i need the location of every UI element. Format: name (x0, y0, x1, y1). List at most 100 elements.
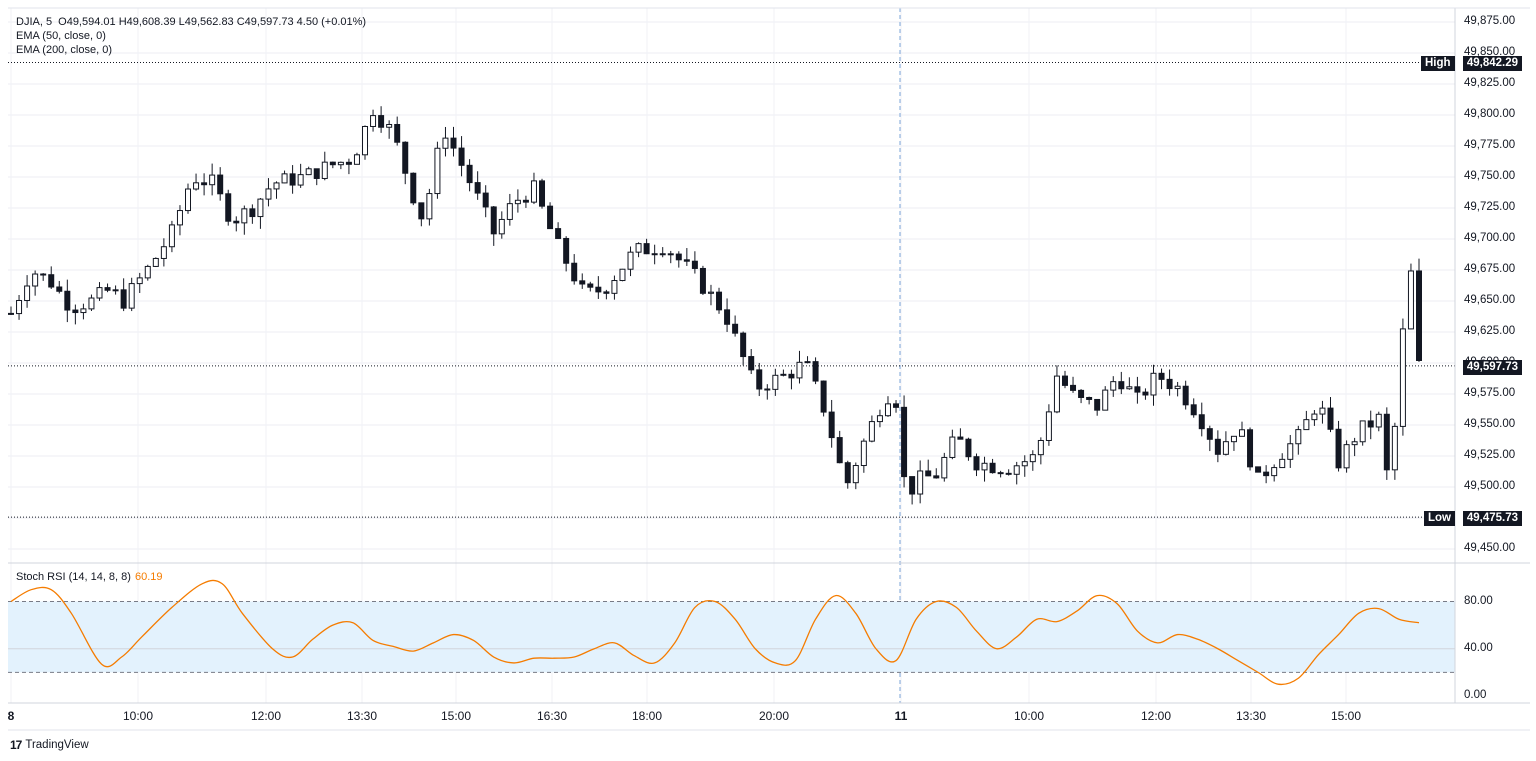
candle (305, 166, 312, 176)
candle (1327, 397, 1334, 433)
candle-body-down (764, 388, 771, 391)
candle-body-up (780, 373, 787, 376)
candle-body-down (394, 123, 401, 143)
candle (144, 264, 151, 281)
candle (788, 369, 795, 390)
candle (88, 294, 95, 311)
candle (289, 165, 296, 194)
candle (925, 459, 932, 477)
tradingview-brand[interactable]: 17 TradingView (10, 738, 89, 752)
price-tick-label: 49,625.00 (1464, 325, 1516, 337)
candle (450, 126, 457, 157)
candle-body-up (506, 203, 513, 220)
candle (659, 247, 666, 258)
candle-body-down (925, 470, 932, 477)
candle (1311, 410, 1318, 426)
candle (732, 315, 739, 337)
candle-body-up (168, 224, 175, 248)
candle (273, 181, 280, 199)
stoch-rsi-label: Stoch RSI (14, 14, 8, 8) (16, 571, 131, 583)
candle-body-down (1094, 398, 1101, 411)
candle (362, 125, 369, 160)
candle-body-up (627, 251, 634, 270)
candle (402, 141, 409, 185)
candle (498, 211, 505, 239)
brand-name: TradingView (25, 739, 89, 751)
candle (257, 197, 264, 229)
candle (48, 266, 55, 289)
candle-body-up (1053, 375, 1060, 413)
candle-body-up (305, 168, 312, 176)
candle (651, 244, 658, 265)
candle-body-down (418, 202, 425, 220)
candle-body-down (40, 273, 47, 276)
candle (804, 356, 811, 364)
candle-body-down (1416, 270, 1422, 361)
candle (1061, 370, 1068, 389)
candle-body-up (80, 308, 87, 314)
candle (1182, 380, 1189, 410)
time-tick-label: 15:00 (440, 709, 472, 723)
candle-body-down (1182, 385, 1189, 406)
candle-body-down (482, 192, 489, 208)
candle-body-down (1206, 428, 1213, 440)
candle-body-up (442, 137, 449, 149)
candle (989, 458, 996, 474)
stoch-rsi-legend[interactable]: Stoch RSI (14, 14, 8, 8) 60.19 (16, 571, 162, 583)
candle-body-down (225, 193, 232, 222)
legend-ema200[interactable]: EMA (200, close, 0) (16, 44, 112, 56)
candle-body-down (901, 406, 908, 478)
price-tick-label: 49,725.00 (1464, 201, 1516, 213)
candle-body-up (1343, 444, 1350, 469)
candle (1110, 376, 1117, 397)
price-tick-label: 49,850.00 (1464, 46, 1516, 58)
candle-body-down (217, 174, 224, 195)
candle-body-up (1037, 439, 1044, 456)
candle (643, 238, 650, 255)
candle-body-down (1335, 428, 1342, 469)
candle (949, 429, 956, 460)
candle-body-up (152, 257, 159, 267)
candle (241, 205, 248, 235)
candle (337, 161, 344, 170)
candle (442, 126, 449, 157)
stoch-rsi-line (10, 579, 1420, 686)
candle-body-up (868, 421, 875, 442)
candle (1335, 420, 1342, 472)
candle (547, 202, 554, 230)
candle-body-up (1029, 454, 1036, 463)
candle-body-up (1295, 429, 1302, 445)
candle (530, 172, 537, 205)
candle (104, 283, 111, 293)
price-tick-label: 49,500.00 (1464, 480, 1516, 492)
candle (490, 205, 497, 246)
candle-body-down (289, 173, 296, 186)
candle (1166, 369, 1173, 396)
price-tick-label: 49,875.00 (1464, 15, 1516, 27)
candle-body-down (490, 206, 497, 235)
stoch-rsi-zone (8, 601, 1455, 673)
candle-body-down (973, 456, 980, 471)
candle (1102, 386, 1109, 411)
candle-body-up (611, 280, 618, 294)
candle-body-down (651, 253, 658, 256)
candle (1263, 465, 1270, 484)
chart-frame (8, 7, 1530, 731)
candle (434, 141, 441, 199)
candle-body-up (136, 277, 143, 285)
candle (506, 193, 513, 226)
candle (587, 281, 594, 292)
candle-body-up (1319, 407, 1326, 415)
price-tick-label: 49,575.00 (1464, 387, 1516, 399)
candle (724, 298, 731, 332)
legend-ema50[interactable]: EMA (50, close, 0) (16, 30, 106, 42)
candle (201, 173, 208, 196)
candle-body-down (522, 199, 529, 203)
candle (209, 163, 216, 196)
candle (716, 287, 723, 314)
candle (699, 265, 706, 295)
candle-body-up (1150, 372, 1157, 396)
candle-body-up (1013, 465, 1020, 475)
candle-body-up (514, 199, 521, 205)
